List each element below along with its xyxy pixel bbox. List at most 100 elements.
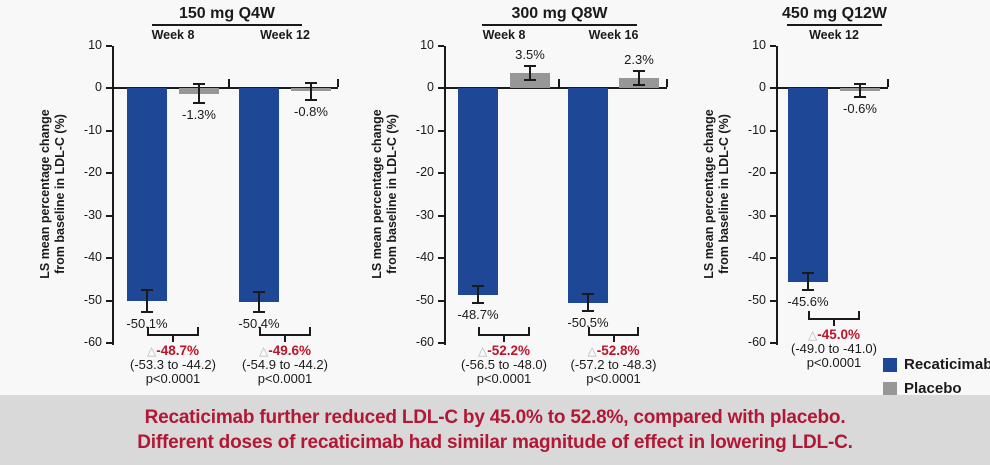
error-bar-line <box>258 292 260 312</box>
p-value: p<0.0001 <box>257 371 313 386</box>
week-label: Week 12 <box>260 28 310 42</box>
confidence-interval: (-49.0 to -41.0) <box>791 341 877 356</box>
y-tick <box>106 87 112 89</box>
y-tick-label: -40 <box>83 250 102 264</box>
delta-value: △-52.8% <box>587 343 640 359</box>
legend-swatch <box>883 357 897 372</box>
legend-item: Placebo <box>883 380 990 397</box>
summary-line-1: Recaticimab further reduced LDL-C by 45.… <box>144 406 846 428</box>
triangle-icon: △ <box>258 344 269 358</box>
bar-value-label: -1.3% <box>182 106 216 122</box>
legend-swatch <box>883 381 897 396</box>
x-axis-tick <box>887 79 889 87</box>
y-tick-label: -40 <box>415 250 434 264</box>
y-tick <box>438 172 444 174</box>
bar-chart-panels: 150 mg Q4W LS mean percentage change from … <box>38 5 914 386</box>
y-tick-label: 0 <box>427 80 434 94</box>
y-tick <box>106 44 112 47</box>
x-axis-tick <box>666 79 668 87</box>
y-tick-label: -50 <box>747 292 766 307</box>
y-tick <box>438 129 444 132</box>
comparison-annotation: △-48.7% (-53.3 to -44.2) p<0.0001 <box>93 344 253 386</box>
y-tick-label: -60 <box>83 335 102 349</box>
error-bar-line <box>146 290 148 312</box>
bracket-end <box>147 327 149 334</box>
panel-title-underline <box>152 24 302 26</box>
zero-axis-line <box>778 87 888 89</box>
confidence-interval: (-54.9 to -44.2) <box>242 357 328 372</box>
bar-value-label: -50.1% <box>126 315 168 331</box>
summary-banner: Recaticimab further reduced LDL-C by 45.… <box>0 395 990 465</box>
error-bar-line <box>587 294 589 312</box>
bracket-stem <box>284 336 286 342</box>
error-bar-cap <box>472 285 484 288</box>
bracket-end <box>197 327 199 334</box>
error-bar-cap <box>854 96 866 99</box>
error-bar-line <box>310 82 312 100</box>
legend-item: Recaticimab <box>883 356 990 373</box>
triangle-icon: △ <box>146 344 157 358</box>
error-bar-cap <box>141 310 153 313</box>
panel-title: 300 mg Q8W <box>511 5 608 22</box>
error-bar-cap <box>472 302 484 305</box>
confidence-interval: (-56.5 to -48.0) <box>461 357 547 372</box>
y-tick-label: -40 <box>747 250 766 264</box>
bracket-stem <box>833 320 835 326</box>
bracket-end <box>478 327 480 334</box>
y-tick <box>438 342 444 344</box>
y-tick <box>106 342 112 344</box>
y-tick-label: -30 <box>415 207 434 222</box>
y-tick-label: 0 <box>95 80 102 94</box>
error-bar-line <box>198 84 200 103</box>
bracket-stem <box>503 336 505 342</box>
error-bar-line <box>529 65 531 81</box>
p-value: p<0.0001 <box>145 371 201 386</box>
p-value: p<0.0001 <box>586 371 641 386</box>
bracket-end <box>637 327 639 334</box>
p-value: p<0.0001 <box>806 355 862 370</box>
triangle-icon: △ <box>587 344 597 358</box>
bracket-end <box>528 327 530 334</box>
y-tick <box>106 214 112 217</box>
y-tick <box>438 257 444 259</box>
comparison-annotation: △-45.0% (-49.0 to -41.0) p<0.0001 <box>754 328 914 370</box>
week-label: Week 16 <box>588 28 639 42</box>
y-tick <box>770 44 776 47</box>
x-axis-tick <box>558 79 560 87</box>
y-axis-line <box>444 45 446 345</box>
panel-title: 150 mg Q4W <box>178 5 276 22</box>
panel-title-underline <box>787 24 882 26</box>
bar-recaticimab <box>127 88 167 301</box>
delta-value: △-52.2% <box>477 343 530 359</box>
y-tick <box>438 299 444 302</box>
bar-recaticimab <box>458 88 498 295</box>
bar-value-label: -50.5% <box>567 315 609 331</box>
error-bar-cap <box>854 82 866 85</box>
legend-label: Recaticimab <box>904 356 990 373</box>
bar-value-label: -0.8% <box>294 103 328 119</box>
bar-value-label: 2.3% <box>624 52 654 67</box>
y-tick <box>770 87 776 89</box>
y-tick <box>770 214 776 217</box>
bracket-line <box>147 334 199 336</box>
week-label: Week 12 <box>809 28 859 42</box>
y-tick <box>770 299 776 302</box>
error-bar-cap <box>253 291 265 294</box>
p-value: p<0.0001 <box>476 371 532 386</box>
y-tick <box>106 172 112 174</box>
error-bar-cap <box>193 83 205 86</box>
y-tick <box>770 342 776 344</box>
bracket-end <box>808 311 810 318</box>
bar-recaticimab <box>788 88 828 282</box>
legend-label: Placebo <box>904 380 962 397</box>
bracket-end <box>858 311 860 318</box>
bar-value-label: -45.6% <box>787 294 829 310</box>
y-tick-label: 0 <box>759 80 766 94</box>
delta-value: △-45.0% <box>807 327 860 343</box>
bracket-end <box>259 327 261 334</box>
zero-axis-line <box>114 87 338 89</box>
triangle-icon: △ <box>807 328 818 342</box>
bar-value-label: -0.6% <box>843 101 877 117</box>
confidence-interval: (-53.3 to -44.2) <box>130 357 216 372</box>
